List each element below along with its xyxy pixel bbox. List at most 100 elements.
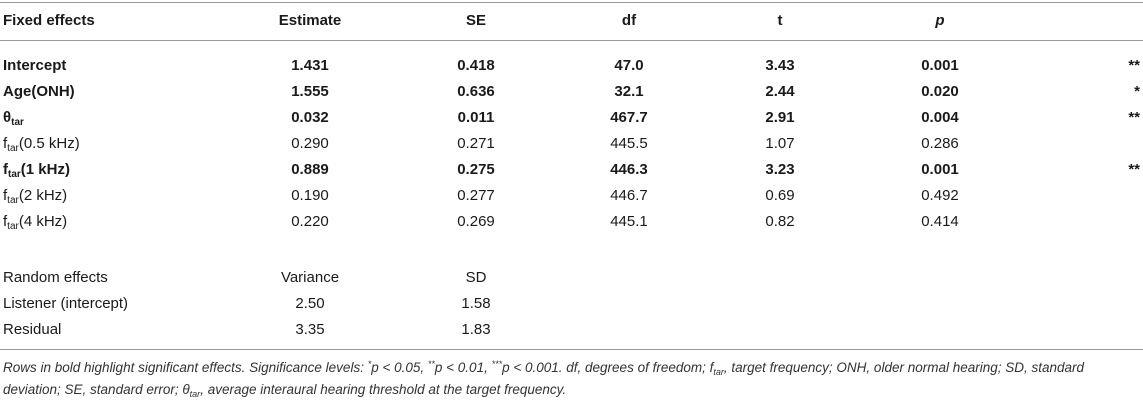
footnote-sig2-mark: ** xyxy=(427,359,435,369)
header-t: t xyxy=(777,12,783,29)
p-cell: 0.286 xyxy=(921,135,959,152)
fixed-effect-row: ftar(0.5 kHz) 0.290 0.271 445.5 1.07 0.286 xyxy=(0,131,1143,157)
fixed-effect-row: Age(ONH) 1.555 0.636 32.1 2.44 0.020 * xyxy=(0,79,1143,105)
footnote-text-3: deviation; SE, standard error; θ xyxy=(3,382,190,397)
effect-label: ftar(2 kHz) xyxy=(3,183,67,209)
effect-label-text: f xyxy=(3,187,8,204)
header-rule xyxy=(0,40,1143,41)
p-cell: 0.001 xyxy=(921,57,959,74)
p-cell: 0.020 xyxy=(921,83,959,100)
estimate-cell: 0.032 xyxy=(291,109,329,126)
footnote-text-4: , average interaural hearing threshold a… xyxy=(200,382,567,397)
se-cell: 0.269 xyxy=(457,213,495,230)
p-cell: 0.001 xyxy=(921,161,959,178)
df-cell: 47.0 xyxy=(614,57,644,74)
random-header-row: Random effects Variance SD xyxy=(0,265,1143,291)
variance-cell: 2.50 xyxy=(295,295,325,312)
effect-label-suffix: (1 kHz) xyxy=(20,161,70,178)
se-cell: 0.277 xyxy=(457,187,495,204)
sd-cell: 1.58 xyxy=(461,295,491,312)
significance-cell: ** xyxy=(1128,57,1140,74)
effect-label: ftar(0.5 kHz) xyxy=(3,131,80,157)
estimate-cell: 0.190 xyxy=(291,187,329,204)
effect-label-subscript: tar xyxy=(7,143,19,154)
df-cell: 446.3 xyxy=(610,161,648,178)
fixed-effect-row: ftar(1 kHz) 0.889 0.275 446.3 3.23 0.001 ** xyxy=(0,157,1143,183)
effect-label: θtar xyxy=(3,105,24,131)
top-rule xyxy=(0,2,1143,3)
df-cell: 445.5 xyxy=(610,135,648,152)
random-effect-row: Residual 3.35 1.83 xyxy=(0,317,1143,343)
footnote-ftar-sub: tar xyxy=(713,367,724,377)
footnote-sig1-text: p < 0.05, xyxy=(371,360,428,375)
footnote-sig3-text: p < 0.001. df, degrees of freedom; f xyxy=(502,360,714,375)
t-cell: 0.82 xyxy=(765,213,795,230)
bottom-rule xyxy=(0,349,1143,350)
header-sd: SD xyxy=(465,269,487,286)
t-cell: 3.23 xyxy=(765,161,795,178)
se-cell: 0.636 xyxy=(457,83,495,100)
effect-label-text: f xyxy=(3,135,8,152)
effect-label: ftar(4 kHz) xyxy=(3,209,67,235)
df-cell: 467.7 xyxy=(610,109,648,126)
p-cell: 0.492 xyxy=(921,187,959,204)
estimate-cell: 0.889 xyxy=(291,161,329,178)
header-fixed-effects: Fixed effects xyxy=(3,12,95,29)
p-cell: 0.004 xyxy=(921,109,959,126)
df-cell: 446.7 xyxy=(610,187,648,204)
effect-label-text: θ xyxy=(3,109,12,126)
effect-label-text: Intercept xyxy=(3,57,67,74)
header-se: SE xyxy=(465,12,486,29)
effect-label-subscript: tar xyxy=(11,117,24,128)
t-cell: 0.69 xyxy=(765,187,795,204)
fixed-effect-row: Intercept 1.431 0.418 47.0 3.43 0.001 ** xyxy=(0,53,1143,79)
random-effect-label: Listener (intercept) xyxy=(3,295,129,312)
effect-label-subscript: tar xyxy=(8,169,21,180)
t-cell: 1.07 xyxy=(765,135,795,152)
effect-label-suffix: (4 kHz) xyxy=(18,213,68,230)
effect-label-subscript: tar xyxy=(7,195,19,206)
fixed-effect-row: ftar(2 kHz) 0.190 0.277 446.7 0.69 0.492 xyxy=(0,183,1143,209)
p-cell: 0.414 xyxy=(921,213,959,230)
significance-cell: ** xyxy=(1128,161,1140,178)
effect-label-subscript: tar xyxy=(7,221,19,232)
footnote-sig2-text: p < 0.01, xyxy=(434,360,492,375)
df-cell: 445.1 xyxy=(610,213,648,230)
fixed-effect-row: ftar(4 kHz) 0.220 0.269 445.1 0.82 0.414 xyxy=(0,209,1143,235)
fixed-header-row: Fixed effects Estimate SE df t p xyxy=(0,8,1143,34)
random-effect-row: Listener (intercept) 2.50 1.58 xyxy=(0,291,1143,317)
se-cell: 0.011 xyxy=(457,109,495,126)
estimate-cell: 0.290 xyxy=(291,135,329,152)
fixed-effect-row: θtar 0.032 0.011 467.7 2.91 0.004 ** xyxy=(0,105,1143,131)
effect-label-text: f xyxy=(3,213,8,230)
estimate-cell: 1.555 xyxy=(291,83,329,100)
se-cell: 0.418 xyxy=(457,57,495,74)
df-cell: 32.1 xyxy=(614,83,644,100)
effect-label: Age(ONH) xyxy=(3,79,75,105)
header-random-effects: Random effects xyxy=(3,269,108,286)
random-effect-label: Residual xyxy=(3,321,62,338)
variance-cell: 3.35 xyxy=(295,321,325,338)
footnote-theta-sub: tar xyxy=(189,389,201,399)
effect-label: ftar(1 kHz) xyxy=(3,157,70,183)
header-p: p xyxy=(935,12,945,29)
estimate-cell: 0.220 xyxy=(291,213,329,230)
significance-cell: * xyxy=(1134,83,1140,100)
t-cell: 3.43 xyxy=(765,57,795,74)
se-cell: 0.271 xyxy=(457,135,495,152)
sd-cell: 1.83 xyxy=(461,321,491,338)
header-variance: Variance xyxy=(280,269,340,286)
significance-cell: ** xyxy=(1128,109,1140,126)
effect-label-suffix: (2 kHz) xyxy=(18,187,68,204)
footnote-text-2: , target frequency; ONH, older normal he… xyxy=(723,360,1085,375)
footnote-sig1-mark: * xyxy=(367,359,372,369)
t-cell: 2.44 xyxy=(765,83,795,100)
effect-label-suffix: (0.5 kHz) xyxy=(18,135,80,152)
t-cell: 2.91 xyxy=(765,109,795,126)
header-estimate: Estimate xyxy=(278,12,342,29)
footnote-sig3-mark: *** xyxy=(491,359,503,369)
effect-label-text: Age(ONH) xyxy=(3,83,75,100)
effect-label-text: f xyxy=(3,161,8,178)
effect-label: Intercept xyxy=(3,53,66,79)
header-df: df xyxy=(621,12,637,29)
